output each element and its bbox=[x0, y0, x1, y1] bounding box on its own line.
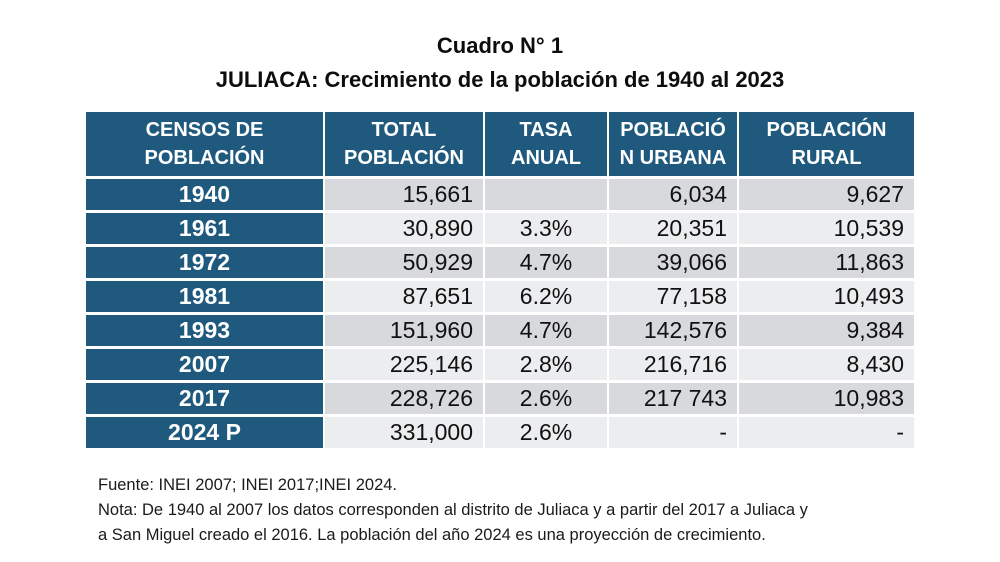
year-cell: 1940 bbox=[86, 177, 325, 213]
total-cell: 331,000 bbox=[324, 415, 485, 451]
header-total: TOTAL POBLACIÓN bbox=[324, 112, 485, 179]
rate-cell: 6.2% bbox=[484, 279, 609, 315]
header-tasa: TASA ANUAL bbox=[484, 112, 609, 179]
table-row: 1961 30,890 3.3% 20,351 10,539 bbox=[86, 211, 914, 247]
year-cell: 1972 bbox=[86, 245, 325, 281]
rural-cell: 10,983 bbox=[738, 381, 914, 417]
rate-cell: 4.7% bbox=[484, 313, 609, 349]
total-cell: 225,146 bbox=[324, 347, 485, 383]
rate-cell bbox=[484, 177, 609, 213]
header-urbana: POBLACIÓ N URBANA bbox=[608, 112, 739, 179]
urban-cell: 142,576 bbox=[608, 313, 739, 349]
total-cell: 151,960 bbox=[324, 313, 485, 349]
header-rural: POBLACIÓN RURAL bbox=[738, 112, 914, 179]
year-cell: 2024 P bbox=[86, 415, 325, 451]
urban-cell: 216,716 bbox=[608, 347, 739, 383]
rural-cell: 11,863 bbox=[738, 245, 914, 281]
total-cell: 30,890 bbox=[324, 211, 485, 247]
footnotes: Fuente: INEI 2007; INEI 2017;INEI 2024. … bbox=[98, 473, 918, 548]
year-cell: 1981 bbox=[86, 279, 325, 315]
rate-cell: 2.8% bbox=[484, 347, 609, 383]
urban-cell: 77,158 bbox=[608, 279, 739, 315]
urban-cell: 6,034 bbox=[608, 177, 739, 213]
table-row: 1993 151,960 4.7% 142,576 9,384 bbox=[86, 313, 914, 349]
table-row: 2007 225,146 2.8% 216,716 8,430 bbox=[86, 347, 914, 383]
table-row: 2017 228,726 2.6% 217 743 10,983 bbox=[86, 381, 914, 417]
year-cell: 1961 bbox=[86, 211, 325, 247]
population-table: CENSOS DE POBLACIÓN TOTAL POBLACIÓN TASA… bbox=[86, 112, 914, 451]
year-cell: 2017 bbox=[86, 381, 325, 417]
total-cell: 228,726 bbox=[324, 381, 485, 417]
urban-cell: - bbox=[608, 415, 739, 451]
rural-cell: 10,539 bbox=[738, 211, 914, 247]
source-note: Fuente: INEI 2007; INEI 2017;INEI 2024. bbox=[98, 476, 398, 494]
rural-cell: 9,384 bbox=[738, 313, 914, 349]
rate-cell: 3.3% bbox=[484, 211, 609, 247]
year-cell: 1993 bbox=[86, 313, 325, 349]
rate-cell: 2.6% bbox=[484, 381, 609, 417]
total-cell: 87,651 bbox=[324, 279, 485, 315]
urban-cell: 217 743 bbox=[608, 381, 739, 417]
rate-cell: 4.7% bbox=[484, 245, 609, 281]
rural-cell: 8,430 bbox=[738, 347, 914, 383]
table-row: 1981 87,651 6.2% 77,158 10,493 bbox=[86, 279, 914, 315]
header-row: CENSOS DE POBLACIÓN TOTAL POBLACIÓN TASA… bbox=[86, 112, 914, 179]
note-line-1: Nota: De 1940 al 2007 los datos correspo… bbox=[98, 501, 808, 519]
total-cell: 15,661 bbox=[324, 177, 485, 213]
table-row: 2024 P 331,000 2.6% - - bbox=[86, 415, 914, 451]
rural-cell: 9,627 bbox=[738, 177, 914, 213]
table-row: 1940 15,661 6,034 9,627 bbox=[86, 177, 914, 213]
year-cell: 2007 bbox=[86, 347, 325, 383]
rural-cell: 10,493 bbox=[738, 279, 914, 315]
note-line-2: a San Miguel creado el 2016. La població… bbox=[98, 526, 766, 544]
urban-cell: 39,066 bbox=[608, 245, 739, 281]
urban-cell: 20,351 bbox=[608, 211, 739, 247]
table-title: JULIACA: Crecimiento de la población de … bbox=[215, 67, 785, 92]
header-censos: CENSOS DE POBLACIÓN bbox=[86, 112, 325, 179]
table-row: 1972 50,929 4.7% 39,066 11,863 bbox=[86, 245, 914, 281]
table-number-title: Cuadro N° 1 bbox=[436, 33, 564, 58]
rural-cell: - bbox=[738, 415, 914, 451]
total-cell: 50,929 bbox=[324, 245, 485, 281]
rate-cell: 2.6% bbox=[484, 415, 609, 451]
